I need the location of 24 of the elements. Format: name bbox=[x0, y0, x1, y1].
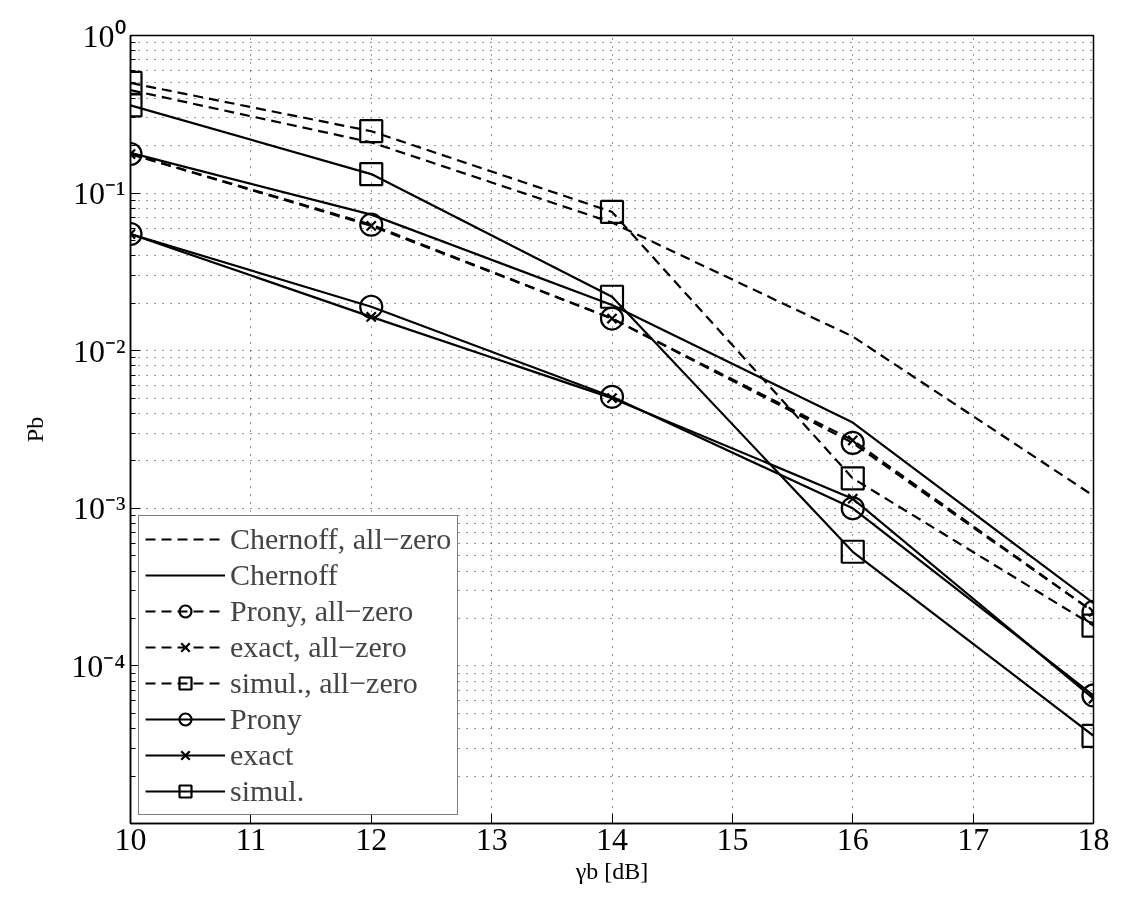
y-axis-title: Pb bbox=[22, 416, 49, 443]
legend-label: Chernoff bbox=[230, 558, 338, 592]
legend-label: Prony bbox=[230, 702, 302, 736]
x-tick-label: 17 bbox=[957, 820, 990, 857]
legend-label: simul. bbox=[230, 774, 305, 808]
y-tick-label: 10⁰ bbox=[82, 17, 126, 54]
x-tick-label: 13 bbox=[475, 820, 508, 857]
x-tick-label: 10 bbox=[114, 820, 147, 857]
legend-label: simul., all−zero bbox=[230, 666, 418, 700]
x-tick-label: 15 bbox=[716, 820, 749, 857]
legend-label: Prony, all−zero bbox=[230, 594, 414, 628]
y-tick-label: 10⁻¹ bbox=[72, 175, 126, 212]
x-axis-title: γb [dB] bbox=[574, 857, 649, 884]
y-tick-label: 10⁻² bbox=[72, 332, 126, 369]
x-tick-label: 14 bbox=[596, 820, 628, 857]
x-tick-label: 18 bbox=[1077, 820, 1110, 857]
legend-label: exact, all−zero bbox=[230, 630, 407, 664]
legend-label: exact bbox=[230, 738, 294, 772]
legend-label: Chernoff, all−zero bbox=[230, 522, 452, 556]
x-tick-label: 12 bbox=[355, 820, 388, 857]
x-tick-label: 16 bbox=[836, 820, 869, 857]
y-tick-label: 10⁻³ bbox=[72, 490, 126, 527]
y-tick-label: 10⁻⁴ bbox=[71, 647, 126, 684]
x-tick-label: 11 bbox=[235, 820, 267, 857]
